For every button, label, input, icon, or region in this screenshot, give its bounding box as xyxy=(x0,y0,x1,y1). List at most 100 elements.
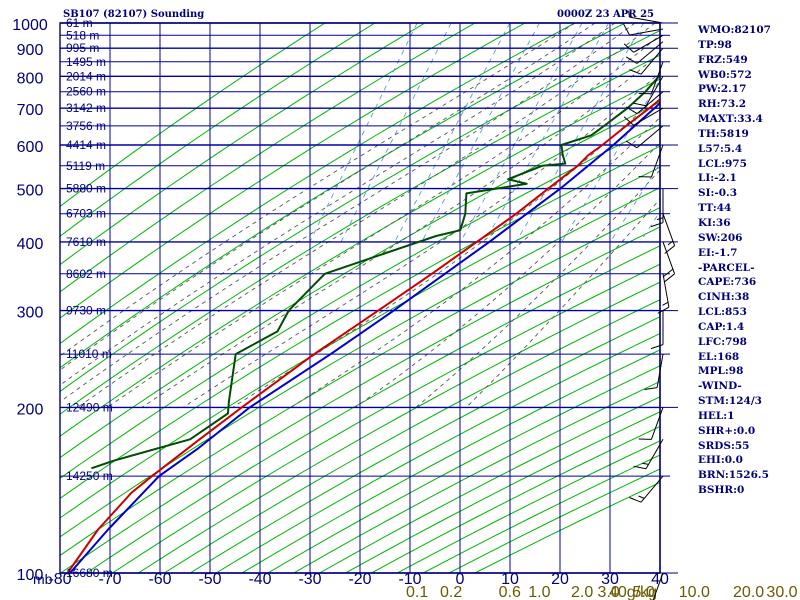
stat-line: LI:-2.1 xyxy=(698,172,737,185)
height-label: 61 m xyxy=(66,16,93,30)
temperature-tick-label: 20 xyxy=(551,571,569,588)
temperature-tick-label: -60 xyxy=(148,571,171,588)
barb-half-flag xyxy=(667,240,674,246)
pressure-tick-label: 500 xyxy=(17,183,44,200)
pressure-tick-label: 1000 xyxy=(12,17,48,34)
stat-line: HEL:1 xyxy=(698,409,735,422)
mixing-ratio-line xyxy=(460,23,583,243)
moist-adiabat xyxy=(60,23,636,403)
mixing-ratio-tick-label: 30.0 xyxy=(766,584,797,600)
dry-adiabat xyxy=(60,145,660,499)
barb-half-flag xyxy=(662,301,669,306)
wind-barb xyxy=(625,91,664,115)
barb-staff xyxy=(650,61,664,94)
stat-line: KI:36 xyxy=(698,216,731,229)
pressure-tick-label: 600 xyxy=(17,139,44,156)
dry-adiabat xyxy=(397,440,660,573)
barb-half-flag xyxy=(656,217,664,221)
wind-barb xyxy=(633,76,664,107)
wind-barb xyxy=(650,310,664,350)
dry-adiabat xyxy=(60,226,660,573)
wind-barb xyxy=(628,10,664,24)
barb-flag xyxy=(633,102,647,107)
barb-flag xyxy=(650,344,664,350)
parcel-line xyxy=(69,101,660,573)
pressure-tick-label: 800 xyxy=(17,70,44,87)
barb-staff xyxy=(633,107,664,126)
stat-line: CAPE:736 xyxy=(698,276,757,289)
barb-flag xyxy=(644,387,658,390)
dry-adiabat xyxy=(112,263,660,573)
dry-adiabat xyxy=(60,206,660,557)
wind-barb xyxy=(644,354,664,390)
dry-adiabat xyxy=(163,299,660,573)
dry-adiabat xyxy=(241,349,660,573)
barb-staff xyxy=(650,144,664,178)
stat-line: SI:-0.3 xyxy=(698,187,737,200)
stat-line: WB0:572 xyxy=(698,68,752,81)
mixing-ratio-line xyxy=(340,23,452,243)
dry-adiabat xyxy=(60,101,660,459)
stat-line: WMO:82107 xyxy=(698,24,771,36)
temperature-tick-label: 0 xyxy=(456,571,465,588)
mixing-ratio-tick-label: 0.2 xyxy=(440,584,462,600)
dry-adiabat xyxy=(422,454,660,573)
stat-line: SRDS:55 xyxy=(698,439,750,452)
stat-line: PW:2.17 xyxy=(698,83,747,96)
stat-line: LCL:853 xyxy=(698,306,747,319)
mixing-ratio-tick-label: 3.0 xyxy=(597,584,619,600)
frame-rect xyxy=(59,22,661,574)
y-axis-label: mb xyxy=(33,571,53,587)
moist-adiabat xyxy=(60,23,596,371)
wind-barb xyxy=(625,125,664,149)
mixing-ratio-tick-label: 0.6 xyxy=(499,584,521,600)
height-label: 7610 m xyxy=(66,235,106,249)
stat-line: SHR+:0.0 xyxy=(698,424,756,437)
station-title: SB107 (82107) Sounding xyxy=(63,9,205,20)
wind-barb xyxy=(657,273,670,314)
pressure-tick-label: 200 xyxy=(17,401,44,418)
dry-adiabat xyxy=(60,30,660,393)
height-label: 11010 m xyxy=(66,347,112,361)
wind-barb xyxy=(638,144,664,178)
moist-adiabat xyxy=(106,34,660,408)
wind-barb xyxy=(623,34,664,53)
height-label: 8602 m xyxy=(66,267,106,281)
dewpoint-line xyxy=(91,74,660,470)
barb-half-flag xyxy=(642,462,649,465)
valid-time: 0000Z 23 APR 25 xyxy=(557,9,654,20)
dry-adiabat xyxy=(138,281,660,573)
dry-adiabat xyxy=(319,396,660,573)
temperature-tick-label: -30 xyxy=(298,571,321,588)
height-label: 16680 m xyxy=(66,566,113,580)
barb-flag xyxy=(625,140,638,149)
stat-line: TP:98 xyxy=(698,38,732,51)
dry-adiabat xyxy=(60,187,660,538)
dry-adiabat xyxy=(60,166,660,519)
stat-line: LFC:798 xyxy=(698,335,747,348)
barb-staff xyxy=(645,439,664,470)
barb-staff xyxy=(636,125,664,149)
wind-barb xyxy=(629,475,664,503)
stat-line: CINH:38 xyxy=(698,291,750,304)
wind-barbs xyxy=(623,10,676,600)
mixing-ratio-line xyxy=(515,23,644,243)
mixing-ratio-line xyxy=(394,23,511,243)
pressure-tick-label: 400 xyxy=(17,236,44,253)
wind-barb xyxy=(629,47,664,75)
barb-flag xyxy=(657,306,670,314)
mixing-ratio-line xyxy=(309,23,418,243)
stat-line: STM:124/3 xyxy=(698,395,762,408)
mixing-ratio-tick-label: 10.0 xyxy=(679,584,710,600)
barb-flag xyxy=(664,273,675,283)
barb-staff xyxy=(633,34,664,53)
stat-line: CAP:1.4 xyxy=(698,320,745,333)
barb-flag xyxy=(629,497,642,503)
mixing-ratio-tick-label: 20.0 xyxy=(733,584,764,600)
height-label: 3756 m xyxy=(66,119,106,133)
profile-lines xyxy=(66,74,660,573)
height-label: 5880 m xyxy=(66,182,106,196)
dry-adiabat xyxy=(60,23,376,237)
